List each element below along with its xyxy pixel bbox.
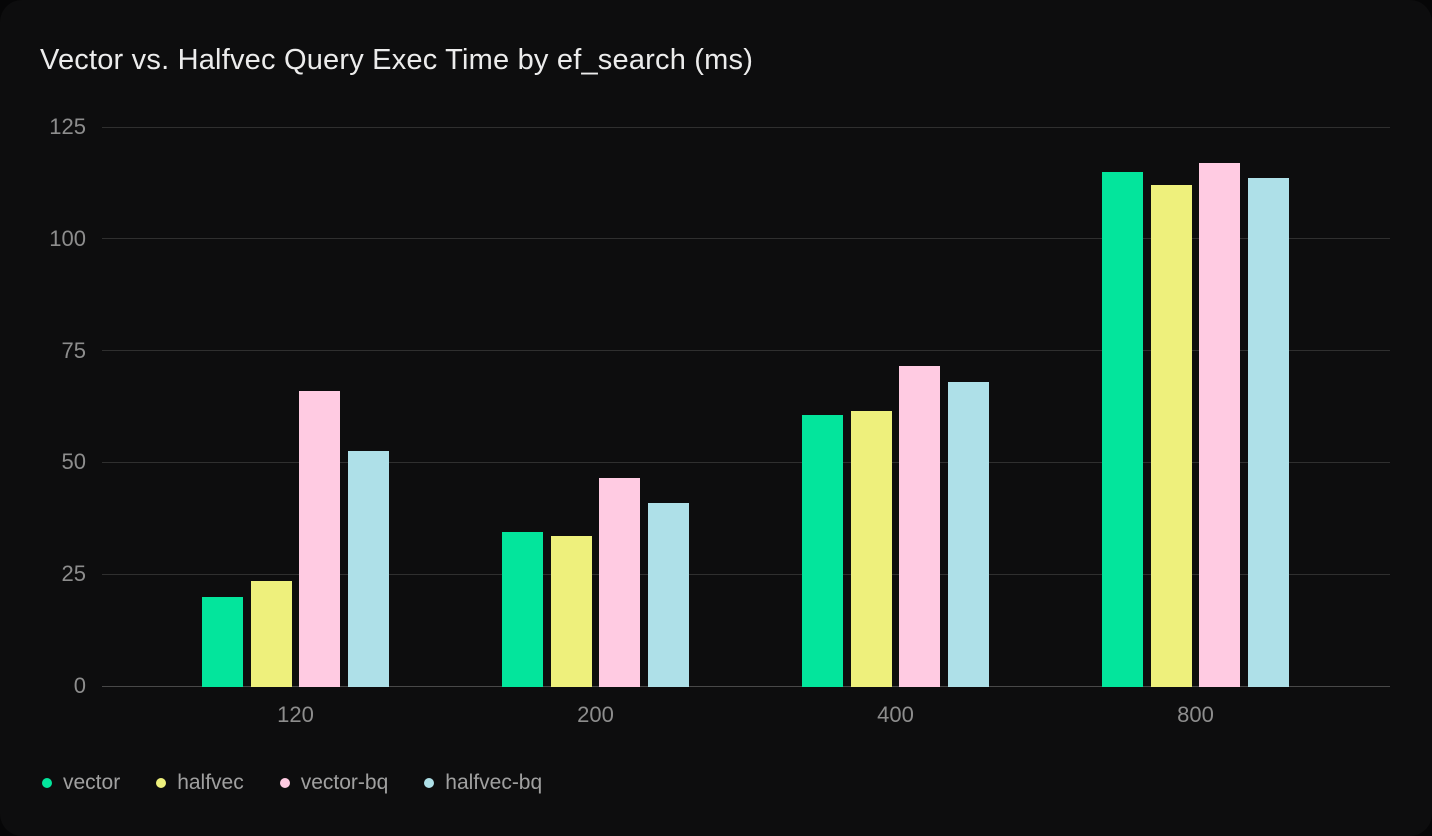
bar-halfvec-bq-200 bbox=[647, 502, 689, 687]
x-tick-label-200: 200 bbox=[577, 702, 614, 727]
bar-vector-bq-200 bbox=[599, 478, 641, 687]
y-tick-label-100: 100 bbox=[49, 225, 86, 251]
legend-dot-vector bbox=[42, 778, 52, 788]
y-tick-label-125: 125 bbox=[49, 114, 86, 139]
bar-halfvec-bq-400 bbox=[947, 381, 989, 687]
gridline-y-75 bbox=[102, 350, 1390, 352]
x-tick-label-120: 120 bbox=[277, 702, 314, 727]
legend-item-halfvec-bq[interactable]: halfvec-bq bbox=[424, 770, 542, 796]
legend-label-vector: vector bbox=[63, 771, 121, 794]
bar-vector-bq-800 bbox=[1199, 162, 1241, 687]
bar-vector-400 bbox=[802, 415, 844, 687]
bar-halfvec-bq-800 bbox=[1247, 178, 1289, 687]
legend-dot-halfvec bbox=[156, 778, 167, 788]
legend-item-halfvec[interactable]: halfvec bbox=[156, 770, 244, 796]
y-tick-label-75: 75 bbox=[61, 337, 86, 363]
legend-dot-halfvec-bq bbox=[424, 778, 435, 788]
bar-vector-bq-400 bbox=[899, 366, 941, 687]
bar-vector-200 bbox=[502, 531, 544, 687]
x-tick-label-800: 800 bbox=[1177, 702, 1214, 727]
y-tick-label-50: 50 bbox=[61, 449, 86, 475]
legend-label-halfvec-bq: halfvec-bq bbox=[445, 771, 543, 794]
bar-halfvec-200 bbox=[550, 536, 592, 687]
x-tick-label-400: 400 bbox=[877, 702, 914, 727]
gridline-y-25 bbox=[102, 573, 1390, 575]
y-tick-label-0: 0 bbox=[73, 673, 86, 698]
legend-dot-vector-bq bbox=[279, 778, 290, 788]
legend-label-halfvec: halfvec bbox=[177, 771, 244, 794]
bar-vector-120 bbox=[202, 596, 244, 687]
legend-label-vector-bq: vector-bq bbox=[300, 771, 389, 794]
y-tick-label-25: 25 bbox=[61, 561, 86, 587]
bar-halfvec-120 bbox=[250, 580, 292, 687]
x-axis-line bbox=[102, 685, 1390, 687]
legend-item-vector-bq[interactable]: vector-bq bbox=[279, 770, 389, 796]
bar-halfvec-400 bbox=[850, 410, 892, 687]
gridline-y-100 bbox=[102, 238, 1390, 240]
bar-halfvec-bq-120 bbox=[347, 451, 389, 687]
legend-item-vector[interactable]: vector bbox=[42, 770, 120, 796]
bar-halfvec-800 bbox=[1150, 185, 1192, 687]
chart-title: Vector vs. Halfvec Query Exec Time by ef… bbox=[40, 44, 754, 76]
bar-vector-800 bbox=[1102, 171, 1144, 687]
gridline-y-50 bbox=[102, 461, 1390, 463]
legend: vector halfvec vector-bq halfvec-bq bbox=[42, 770, 542, 796]
gridline-y-125 bbox=[102, 126, 1390, 128]
bar-vector-bq-120 bbox=[299, 390, 341, 687]
